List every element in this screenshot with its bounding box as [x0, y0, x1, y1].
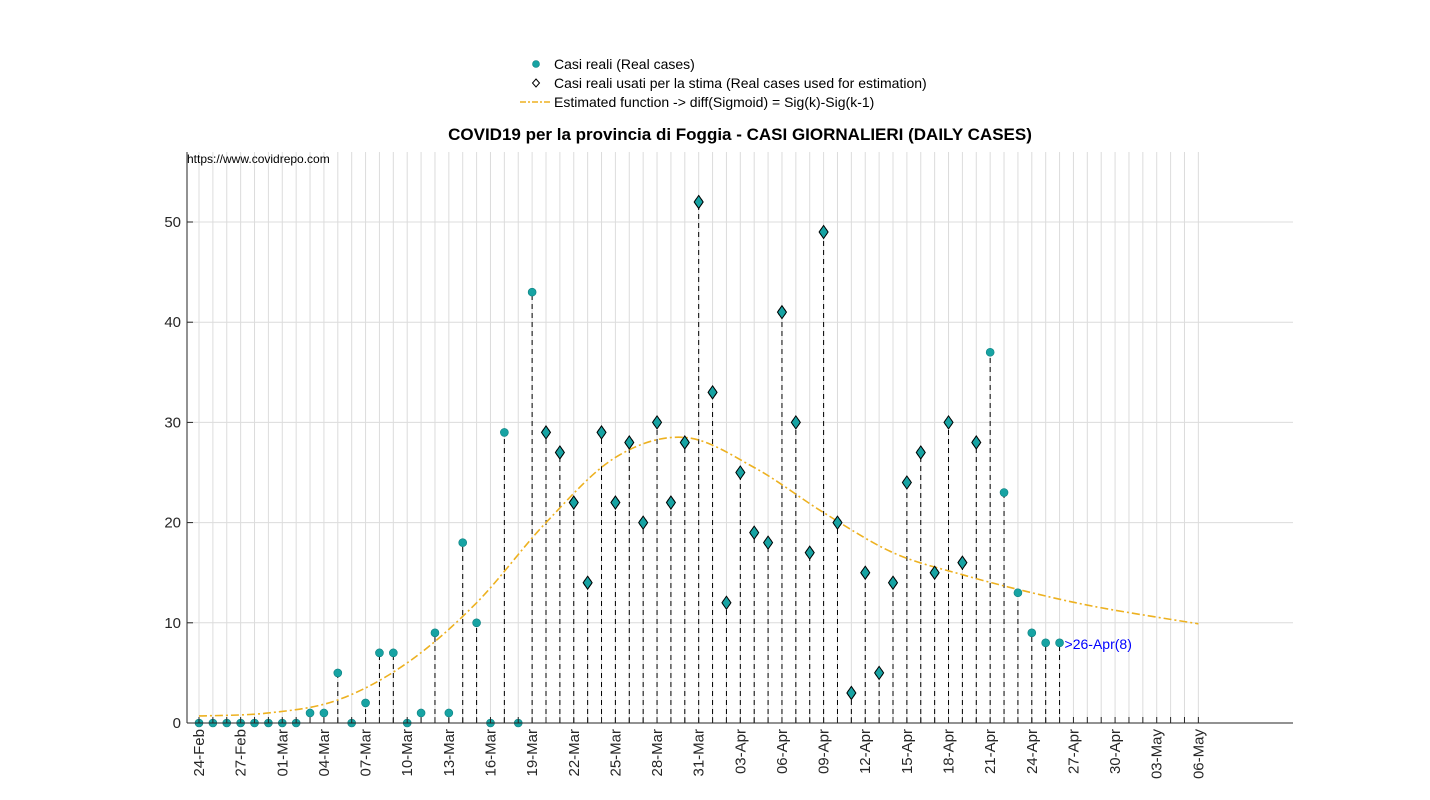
- estimation-point: [707, 384, 718, 400]
- estimation-point: [929, 565, 940, 581]
- real-case-point: [500, 428, 509, 437]
- real-case-point: [416, 708, 426, 718]
- source-url: https://www.covidrepo.com: [187, 152, 330, 166]
- real-case-point: [999, 488, 1009, 497]
- estimation-point: [874, 665, 885, 681]
- estimation-point: [651, 415, 663, 430]
- stems: [309, 201, 1061, 723]
- estimation-point: [638, 515, 649, 530]
- estimation-point: [943, 415, 954, 430]
- curve-layer: [198, 436, 1199, 717]
- estimation-point: [887, 575, 899, 591]
- real-case-point: [444, 708, 454, 718]
- x-tick-label: 07-Mar: [358, 729, 375, 777]
- estimation-point: [540, 425, 552, 440]
- x-tick-label: 01-Mar: [274, 729, 291, 777]
- estimation-point: [749, 525, 760, 540]
- chart-title: COVID19 per la provincia di Foggia - CAS…: [448, 125, 1032, 144]
- x-tick-label: 28-Mar: [649, 729, 666, 777]
- x-tick-label: 24-Apr: [1024, 729, 1041, 774]
- real-case-point: [375, 648, 384, 658]
- estimation-point: [832, 515, 843, 530]
- x-tick-label: 21-Apr: [982, 729, 999, 774]
- x-tick-label: 24-Feb: [191, 729, 208, 777]
- y-tick-label: 20: [164, 515, 181, 532]
- estimation-point: [762, 535, 774, 551]
- x-tick-label: 19-Mar: [524, 729, 541, 777]
- y-tick-label: 10: [164, 615, 181, 632]
- estimation-point: [957, 555, 968, 571]
- estimation-point: [624, 435, 635, 450]
- x-tick-label: 12-Apr: [857, 729, 874, 774]
- real-case-point: [389, 648, 398, 658]
- annotation-label: >26-Apr(8): [1065, 636, 1132, 652]
- legend: Casi reali (Real cases) Casi reali usati …: [520, 56, 927, 110]
- real-case-point: [1041, 638, 1050, 648]
- x-tick-label: 03-May: [1149, 729, 1166, 780]
- x-tick-label: 27-Feb: [233, 729, 250, 777]
- estimation-point: [610, 495, 621, 510]
- y-tick-label: 50: [164, 214, 181, 231]
- real-case-point: [1027, 628, 1037, 638]
- x-tick-label: 06-Apr: [774, 729, 791, 774]
- estimation-point: [804, 545, 815, 561]
- axes: 0 10 20 30 40 50 24-Feb 27-Feb 01-Mar 04-Mar 07-Ma…: [164, 152, 1293, 779]
- estimation-point: [860, 565, 871, 581]
- estimation-point: [721, 595, 732, 611]
- x-tick-label: 13-Mar: [441, 729, 458, 777]
- estimation-point: [776, 304, 788, 320]
- estimation-point: [915, 445, 926, 460]
- real-case-point: [1013, 588, 1023, 598]
- real-case-point: [458, 538, 468, 547]
- estimation-point: [596, 425, 607, 440]
- estimation-point: [818, 224, 829, 240]
- annotations: >26-Apr(8): [1065, 636, 1132, 652]
- legend-label: Estimated function -> diff(Sigmoid) = Si…: [554, 94, 874, 110]
- x-tick-label: 18-Apr: [941, 729, 958, 774]
- x-tick-label: 10-Mar: [399, 729, 416, 777]
- y-tick-label: 30: [164, 414, 181, 431]
- legend-label: Casi reali usati per la stima (Real case…: [554, 75, 927, 91]
- real-case-point: [333, 668, 343, 678]
- estimation-point: [665, 495, 677, 510]
- x-tick-label: 09-Apr: [816, 729, 833, 774]
- x-tick-label: 03-Apr: [732, 729, 749, 774]
- y-tick-label: 0: [173, 715, 181, 732]
- estimation-point: [901, 475, 912, 490]
- x-tick-label: 15-Apr: [899, 729, 916, 774]
- legend-symbol-circle: [532, 60, 540, 68]
- estimation-point: [693, 194, 704, 210]
- estimation-point: [846, 685, 857, 701]
- estimated-curve: [198, 436, 1199, 717]
- x-tick-label: 31-Mar: [691, 729, 708, 777]
- y-tick-label: 40: [164, 314, 181, 331]
- x-tick-label: 22-Mar: [566, 729, 583, 777]
- legend-symbol-diamond: [531, 78, 541, 88]
- real-case-point: [319, 708, 329, 718]
- estimation-point: [554, 445, 565, 460]
- real-case-point: [472, 618, 481, 628]
- estimation-point: [735, 465, 746, 480]
- x-tick-label: 04-Mar: [316, 729, 333, 777]
- estimation-point: [582, 575, 593, 591]
- estimation-point: [568, 495, 579, 510]
- real-case-point: [430, 628, 440, 638]
- x-tick-label: 06-May: [1190, 729, 1207, 780]
- x-tick-label: 25-Mar: [607, 729, 624, 777]
- real-case-point: [305, 708, 315, 718]
- real-case-point: [361, 698, 370, 708]
- real-case-point: [527, 287, 537, 297]
- x-tick-label: 27-Apr: [1065, 729, 1082, 774]
- legend-label: Casi reali (Real cases): [554, 56, 695, 72]
- estimation-point: [790, 415, 801, 430]
- x-tick-label: 16-Mar: [482, 729, 499, 777]
- x-tick-label: 30-Apr: [1107, 729, 1124, 774]
- estimation-point: [679, 435, 690, 450]
- real-case-point: [1055, 638, 1064, 648]
- real-case-point: [985, 347, 995, 357]
- estimation-point: [971, 435, 982, 450]
